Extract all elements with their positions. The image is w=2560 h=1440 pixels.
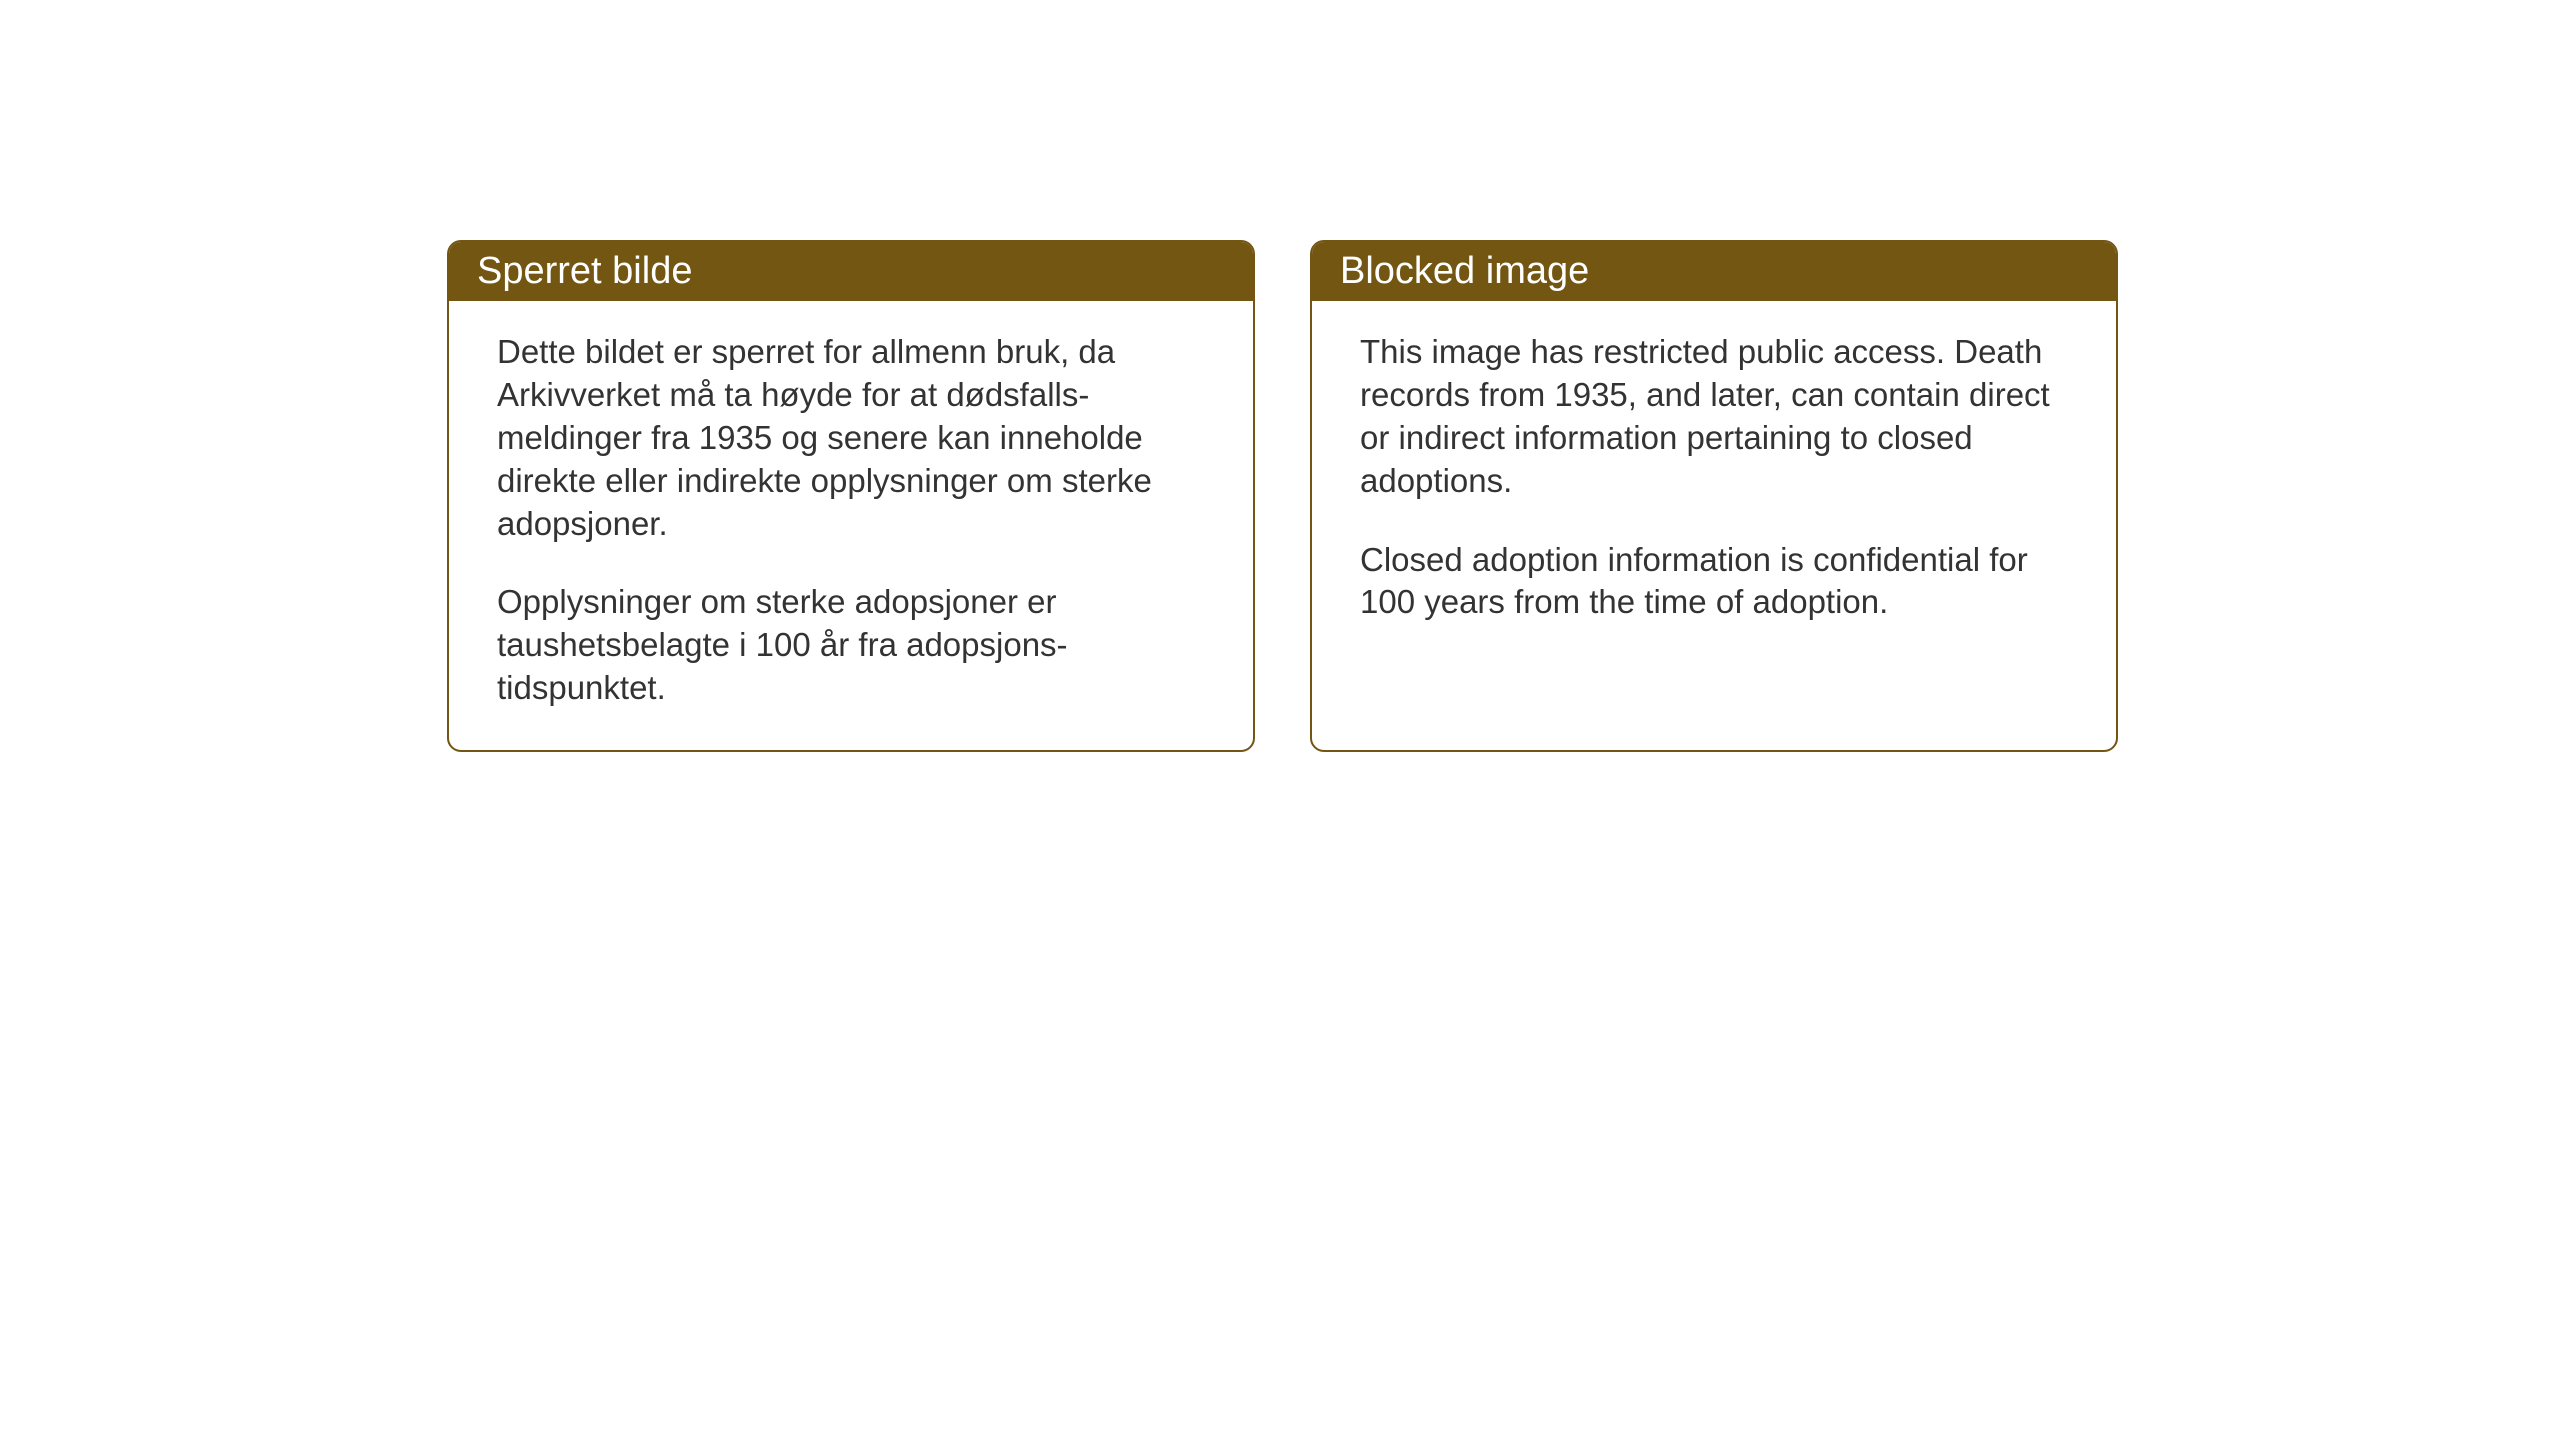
cards-container: Sperret bilde Dette bildet er sperret fo… [447, 240, 2118, 752]
card-paragraph-norwegian-1: Dette bildet er sperret for allmenn bruk… [497, 331, 1205, 545]
notice-card-english: Blocked image This image has restricted … [1310, 240, 2118, 752]
card-body-english: This image has restricted public access.… [1312, 301, 2116, 664]
card-paragraph-norwegian-2: Opplysninger om sterke adopsjoner er tau… [497, 581, 1205, 710]
card-body-norwegian: Dette bildet er sperret for allmenn bruk… [449, 301, 1253, 750]
card-title-english: Blocked image [1340, 250, 1589, 292]
card-paragraph-english-2: Closed adoption information is confident… [1360, 539, 2068, 625]
card-header-norwegian: Sperret bilde [449, 242, 1253, 301]
notice-card-norwegian: Sperret bilde Dette bildet er sperret fo… [447, 240, 1255, 752]
card-header-english: Blocked image [1312, 242, 2116, 301]
card-paragraph-english-1: This image has restricted public access.… [1360, 331, 2068, 503]
card-title-norwegian: Sperret bilde [477, 250, 692, 292]
